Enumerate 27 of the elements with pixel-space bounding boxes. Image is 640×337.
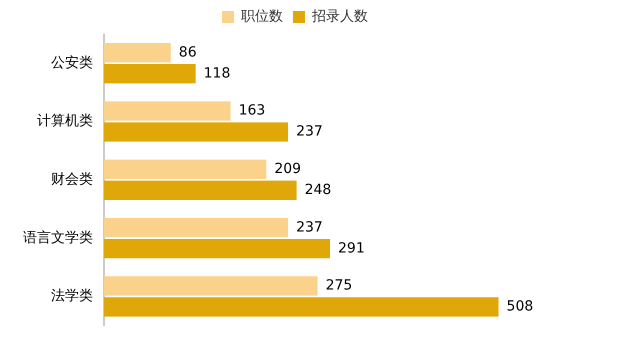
data-label: 237	[296, 219, 323, 236]
bar	[104, 101, 231, 121]
data-label: 291	[338, 240, 365, 256]
data-label: 275	[326, 278, 352, 294]
data-label: 237	[296, 124, 323, 140]
data-label: 118	[204, 65, 230, 82]
y-tick-label: 语言文学类	[23, 230, 93, 246]
bar	[104, 276, 318, 296]
bar	[104, 180, 297, 200]
bar	[104, 122, 288, 142]
bar	[104, 218, 288, 238]
y-tick-label: 公安类	[51, 54, 93, 71]
bar	[104, 238, 330, 258]
data-label: 86	[178, 44, 197, 60]
y-tick-label: 法学类	[51, 288, 93, 304]
data-label: 508	[506, 298, 534, 315]
data-label: 163	[238, 102, 266, 119]
data-label: 248	[304, 182, 332, 198]
legend-label: 招录人数	[311, 8, 368, 25]
bar	[104, 297, 499, 317]
bar	[104, 43, 171, 62]
data-label: 209	[274, 160, 302, 177]
y-tick-label: 计算机类	[37, 113, 93, 130]
y-tick-label: 财会类	[51, 171, 93, 188]
bar	[104, 64, 196, 84]
legend-label: 职位数	[241, 8, 283, 25]
bar	[104, 160, 266, 179]
